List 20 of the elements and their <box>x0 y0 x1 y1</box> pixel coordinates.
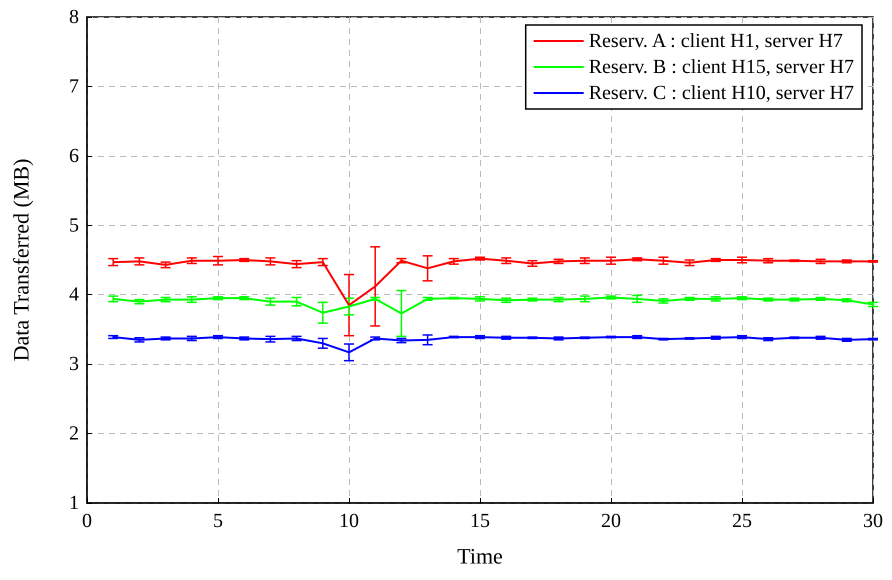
y-tick-label: 7 <box>69 75 79 98</box>
x-tick-label: 20 <box>601 510 621 532</box>
y-tick-label: 1 <box>69 492 79 514</box>
x-tick-label: 10 <box>339 510 359 532</box>
y-tick-label: 4 <box>69 284 79 306</box>
y-tick-label: 5 <box>69 214 79 236</box>
x-tick-label: 0 <box>82 510 92 532</box>
legend-label: Reserv. C : client H10, server H7 <box>588 82 854 104</box>
y-tick-label: 8 <box>69 6 79 28</box>
y-tick-label: 6 <box>69 144 79 167</box>
x-tick-label: 25 <box>732 510 752 532</box>
x-tick-label: 30 <box>863 510 883 532</box>
y-tick-label: 2 <box>69 422 79 445</box>
y-axis-title: Data Transferred (MB) <box>8 158 34 362</box>
y-tick-label: 3 <box>69 353 79 376</box>
x-tick-label: 5 <box>213 510 223 532</box>
x-axis-title: Time <box>457 544 503 568</box>
x-tick-label: 15 <box>470 510 490 532</box>
legend-label: Reserv. B : client H15, server H7 <box>588 56 854 78</box>
legend-label: Reserv. A : client H1, server H7 <box>588 30 843 52</box>
